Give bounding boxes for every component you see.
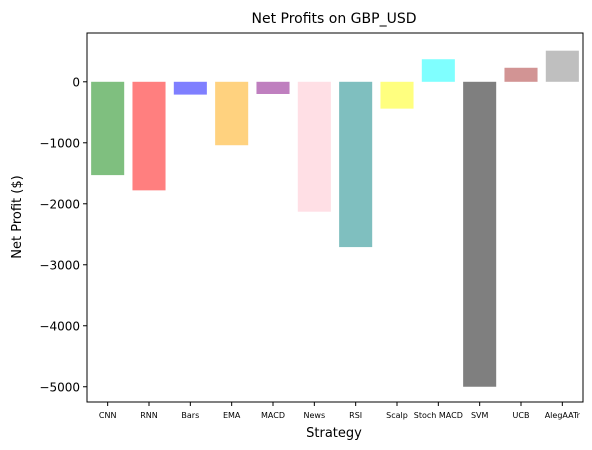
bar-stoch-macd [421,59,455,82]
y-tick-label: −1000 [39,136,80,150]
bar-ucb [504,67,538,82]
bar-ema [215,81,249,146]
x-tick-label: MACD [261,411,285,420]
bar-alegaatr [545,50,579,82]
y-axis: −5000 −4000 −3000 −2000 −1000 0 [39,75,87,394]
bar-bars [173,81,207,95]
bar-news [297,81,331,212]
plot-frame [86,32,584,403]
bar-rsi [339,81,373,248]
x-tick-label: CNN [99,411,117,420]
bar-scalp [380,81,414,109]
y-axis-label: Net Profit ($) [10,175,25,258]
bar-macd [256,81,290,94]
x-axis-label: Strategy [306,426,362,441]
x-tick-label: Scalp [386,411,408,420]
x-tick-label: EMA [223,411,241,420]
y-tick-label: 0 [72,75,80,89]
bar-rnn [132,81,166,191]
y-tick-label: −5000 [39,380,80,394]
y-tick-label: −4000 [39,319,80,333]
x-tick-label: AlegAATr [545,411,581,420]
x-tick-label: News [304,411,326,420]
x-tick-label: UCB [513,411,530,420]
x-tick-label: SVM [471,411,489,420]
bar-svm [463,81,497,387]
chart-title: Net Profits on GBP_USD [252,11,417,27]
x-axis: CNN RNN Bars EMA MACD News RSI Scalp Stoch MACD S… [99,402,581,420]
x-tick-label: Stoch MACD [414,411,463,420]
x-tick-label: RSI [349,411,362,420]
y-tick-label: −3000 [39,258,80,272]
y-tick-label: −2000 [39,197,80,211]
x-tick-label: Bars [181,411,199,420]
x-tick-label: RNN [140,411,158,420]
bars-group [91,50,579,387]
bar-cnn [91,81,125,176]
